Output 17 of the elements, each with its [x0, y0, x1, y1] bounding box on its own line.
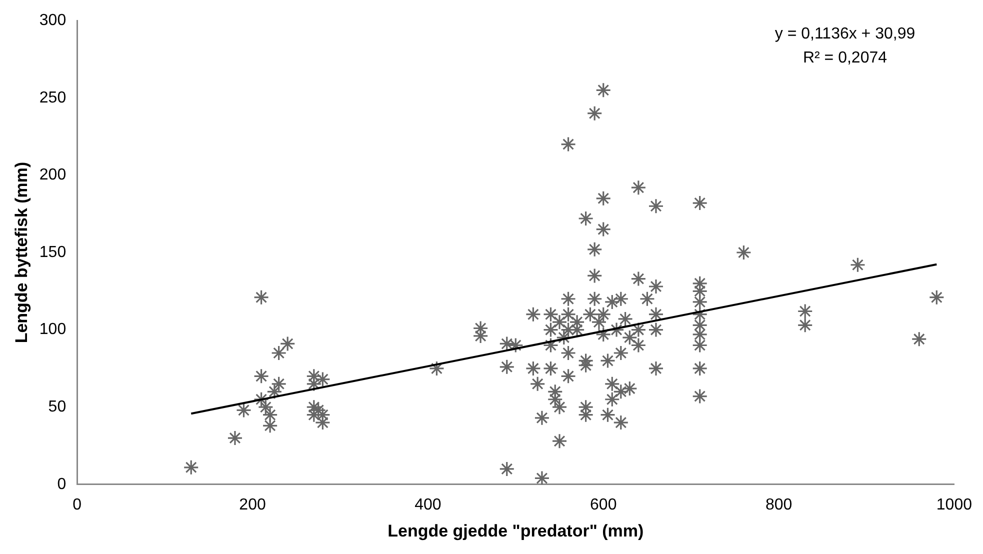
- y-tick-label: 100: [39, 321, 66, 338]
- x-tick-label: 400: [414, 496, 442, 514]
- y-tick-label: 50: [48, 398, 66, 416]
- annotation: R² = 0,2074: [802, 50, 888, 67]
- y-tick-label: 200: [39, 166, 66, 184]
- y-tick-label: 250: [39, 89, 66, 106]
- y-tick-label: 150: [39, 244, 66, 261]
- annotation: y = 0,1136x + 30,99: [774, 26, 916, 43]
- x-tick-label: 0: [72, 496, 82, 514]
- x-tick-label: 1000: [936, 496, 972, 514]
- x-tick-label: 600: [590, 496, 617, 514]
- y-tick-label: 300: [39, 12, 66, 30]
- y-axis-title: Lengde byttefisk (mm): [12, 162, 31, 344]
- y-tick-label: 0: [57, 476, 66, 493]
- x-axis-title: Lengde gjedde "predator" (mm): [388, 521, 644, 540]
- x-tick-label: 200: [239, 496, 266, 514]
- x-tick-label: 800: [765, 496, 792, 514]
